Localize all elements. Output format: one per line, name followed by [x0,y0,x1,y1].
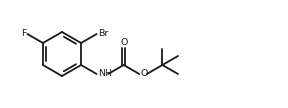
Text: O: O [140,70,148,79]
Text: Br: Br [98,29,108,38]
Text: NH: NH [98,70,112,79]
Text: O: O [120,38,127,47]
Text: F: F [21,29,26,38]
